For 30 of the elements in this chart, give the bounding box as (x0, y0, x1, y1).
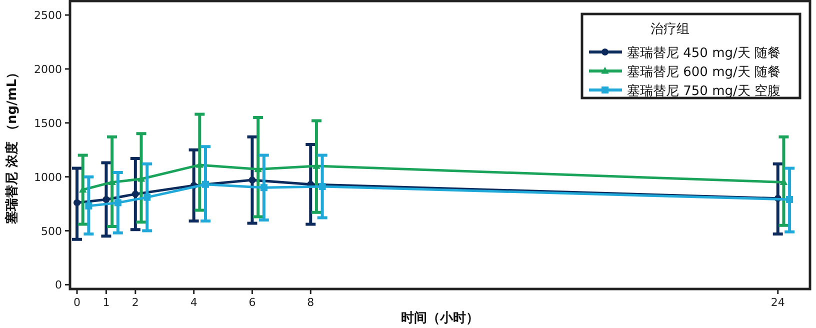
y-tick-label: 500 (41, 224, 62, 238)
point (85, 202, 92, 210)
point (102, 196, 110, 203)
x-tick-label: 2 (132, 296, 139, 309)
point (248, 176, 256, 184)
y-tick-label: 1000 (34, 170, 62, 184)
x-tick-label: 0 (74, 296, 81, 309)
point (114, 199, 122, 206)
legend-label: 塞瑞替尼 750 mg/天 空腹 (627, 83, 781, 99)
point (202, 180, 209, 188)
x-tick-label: 8 (307, 296, 314, 309)
x-tick-label: 1 (102, 296, 110, 309)
y-tick-label: 0 (55, 278, 62, 292)
y-tick-label: 2500 (34, 9, 62, 22)
legend-label: 塞瑞替尼 600 mg/天 随餐 (627, 64, 781, 80)
x-tick-label: 4 (190, 296, 198, 309)
legend-label: 塞瑞替尼 450 mg/天 随餐 (627, 45, 781, 61)
y-axis-title: 塞瑞替尼 浓度 （ng/mL） (4, 66, 20, 226)
x-tick-label: 6 (248, 296, 256, 309)
point (318, 183, 326, 190)
x-tick-label: 24 (770, 296, 785, 309)
legend-title: 治疗组 (650, 22, 690, 37)
point (144, 194, 151, 201)
point (786, 196, 794, 203)
y-tick-label: 2000 (34, 62, 62, 76)
point (132, 190, 139, 198)
x-axis-title: 时间（小时） (401, 311, 479, 326)
y-tick-label: 1500 (34, 116, 62, 130)
point (74, 199, 81, 206)
point (260, 184, 268, 192)
